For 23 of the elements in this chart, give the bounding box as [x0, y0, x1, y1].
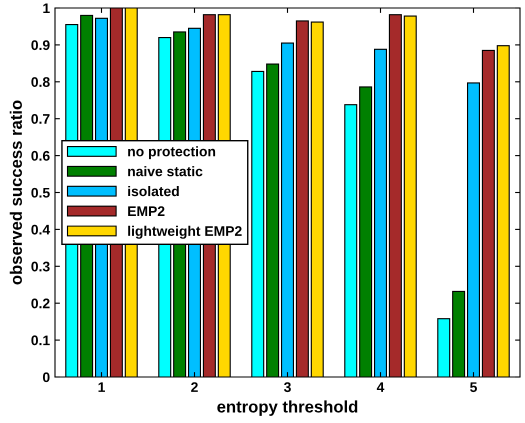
y-tick-label: 0.3 [31, 262, 50, 272]
y-tick-label: 0.7 [31, 114, 50, 124]
x-tick-label: 2 [191, 382, 198, 392]
y-tick-label: 0.8 [31, 77, 50, 87]
y-tick-label: 0.9 [31, 40, 50, 50]
x-tick-label: 3 [284, 382, 291, 392]
x-tick-label: 1 [98, 382, 105, 392]
legend-label: no protection [128, 146, 216, 160]
x-tick-label: 5 [470, 382, 477, 392]
legend-label: isolated [128, 186, 179, 196]
y-tick-label: 0.4 [31, 224, 50, 235]
y-tick-label: 0.1 [31, 335, 50, 346]
x-tick-label: 4 [376, 382, 384, 392]
y-tick-label: 0 [42, 372, 50, 382]
y-tick-label: 0.6 [31, 150, 50, 161]
legend-label: lightweight EMP2 [128, 226, 242, 239]
x-axis-title: entropy threshold [217, 400, 358, 416]
y-axis-title: observed success ratio [10, 100, 22, 284]
y-tick-label: 0.5 [31, 188, 50, 198]
y-tick-label: 1 [43, 3, 50, 14]
legend-label: naive static [128, 166, 202, 176]
y-tick-label: 0.2 [31, 298, 50, 308]
legend-label: EMP2 [128, 206, 164, 216]
